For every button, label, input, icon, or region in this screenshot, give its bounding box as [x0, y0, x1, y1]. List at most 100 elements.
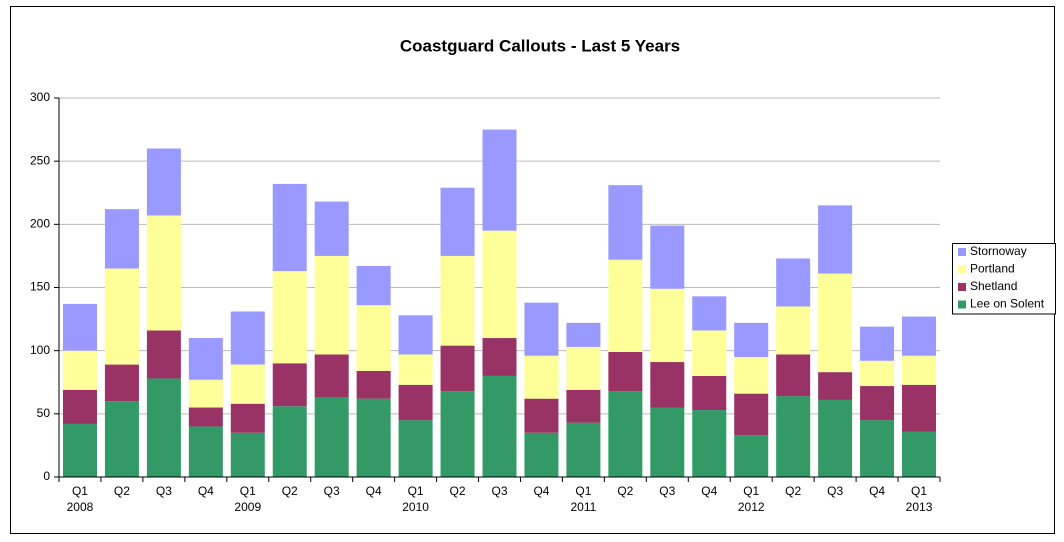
bar-segment	[566, 389, 601, 423]
legend-label: Portland	[970, 262, 1015, 276]
bar-segment	[818, 273, 853, 373]
bar-segment	[104, 401, 139, 477]
bar-segment	[62, 423, 97, 477]
bar-segment	[398, 354, 433, 385]
bar-segment	[566, 346, 601, 390]
bar-segment	[272, 271, 307, 364]
y-tick-label: 250	[30, 153, 50, 167]
y-tick-label: 0	[43, 469, 50, 483]
bar-segment	[482, 338, 517, 376]
bar-segment	[230, 364, 265, 404]
bar-segment	[776, 258, 811, 307]
bar-segment	[230, 311, 265, 365]
x-group-label: 2012	[738, 500, 765, 514]
bar-segment	[62, 389, 97, 424]
bar-segment	[356, 370, 391, 399]
x-tick-label: Q2	[282, 484, 298, 498]
bar-segment	[440, 391, 475, 477]
bar-segment	[650, 225, 685, 289]
bar-segment	[860, 360, 895, 387]
x-tick-label: Q1	[408, 484, 424, 498]
y-tick-label: 200	[30, 217, 50, 231]
x-tick-label: Q4	[533, 484, 549, 498]
bar-segment	[230, 432, 265, 477]
bar-segment	[692, 375, 727, 411]
x-group-label: 2009	[234, 500, 261, 514]
x-tick-label: Q2	[617, 484, 633, 498]
bar-segment	[272, 183, 307, 272]
x-group-label: 2010	[402, 500, 429, 514]
bar-segment	[692, 330, 727, 376]
x-tick-label: Q3	[659, 484, 675, 498]
bar-segment	[860, 326, 895, 361]
legend-swatch	[958, 248, 966, 256]
x-tick-label: Q1	[575, 484, 591, 498]
bar-segment	[902, 316, 937, 356]
bar-segment	[188, 379, 223, 408]
bar-segment	[818, 205, 853, 274]
bar-segment	[188, 426, 223, 477]
bar-segment	[440, 187, 475, 256]
bar-segment	[188, 407, 223, 427]
bar-segment	[860, 386, 895, 421]
bar-segment	[482, 375, 517, 477]
x-tick-label: Q2	[450, 484, 466, 498]
bar-segment	[860, 420, 895, 477]
bar-segment	[608, 185, 643, 260]
bar-segment	[104, 209, 139, 269]
bar-segment	[356, 398, 391, 477]
bar-segment	[776, 396, 811, 477]
x-tick-label: Q1	[743, 484, 759, 498]
legend-label: Shetland	[970, 279, 1017, 293]
x-tick-label: Q2	[114, 484, 130, 498]
x-tick-label: Q3	[324, 484, 340, 498]
bar-segment	[440, 255, 475, 346]
bar-segment	[398, 384, 433, 421]
x-tick-label: Q1	[911, 484, 927, 498]
bar-segment	[314, 354, 349, 398]
bar-segment	[314, 397, 349, 477]
bar-segment	[524, 355, 559, 399]
x-tick-label: Q3	[156, 484, 172, 498]
bar-segment	[566, 322, 601, 347]
x-tick-label: Q4	[869, 484, 885, 498]
bar-segment	[650, 362, 685, 408]
bar-segment	[62, 303, 97, 351]
legend-swatch	[958, 300, 966, 309]
bar-segment	[608, 391, 643, 477]
x-tick-label: Q1	[240, 484, 256, 498]
x-group-label: 2011	[570, 500, 596, 514]
bar-segment	[440, 345, 475, 392]
legend-label: Lee on Solent	[970, 297, 1045, 311]
bar-segment	[356, 305, 391, 371]
bar-segment	[734, 435, 769, 477]
bar-segment	[608, 259, 643, 352]
bar-segment	[902, 384, 937, 432]
bar-segment	[692, 410, 727, 477]
legend-swatch	[958, 283, 966, 291]
y-tick-label: 50	[37, 406, 51, 420]
bar-segment	[776, 306, 811, 355]
bar-segment	[272, 406, 307, 477]
x-tick-label: Q2	[785, 484, 801, 498]
bar-segment	[818, 372, 853, 400]
bar-segment	[818, 399, 853, 477]
bar-segment	[734, 356, 769, 394]
bar-segment	[902, 355, 937, 385]
legend-swatch	[958, 265, 966, 274]
bar-segment	[188, 338, 223, 380]
bar-segment	[146, 378, 181, 477]
legend-label: Stornoway	[970, 244, 1027, 258]
bar-segment	[314, 255, 349, 355]
bar-segment	[356, 266, 391, 306]
x-tick-label: Q1	[72, 484, 88, 498]
bar-segment	[566, 422, 601, 477]
bar-segment	[482, 129, 517, 231]
bar-segment	[230, 403, 265, 433]
chart-title: Coastguard Callouts - Last 5 Years	[400, 36, 680, 55]
x-tick-label: Q4	[198, 484, 214, 498]
bar-segment	[314, 201, 349, 256]
x-tick-label: Q3	[827, 484, 843, 498]
